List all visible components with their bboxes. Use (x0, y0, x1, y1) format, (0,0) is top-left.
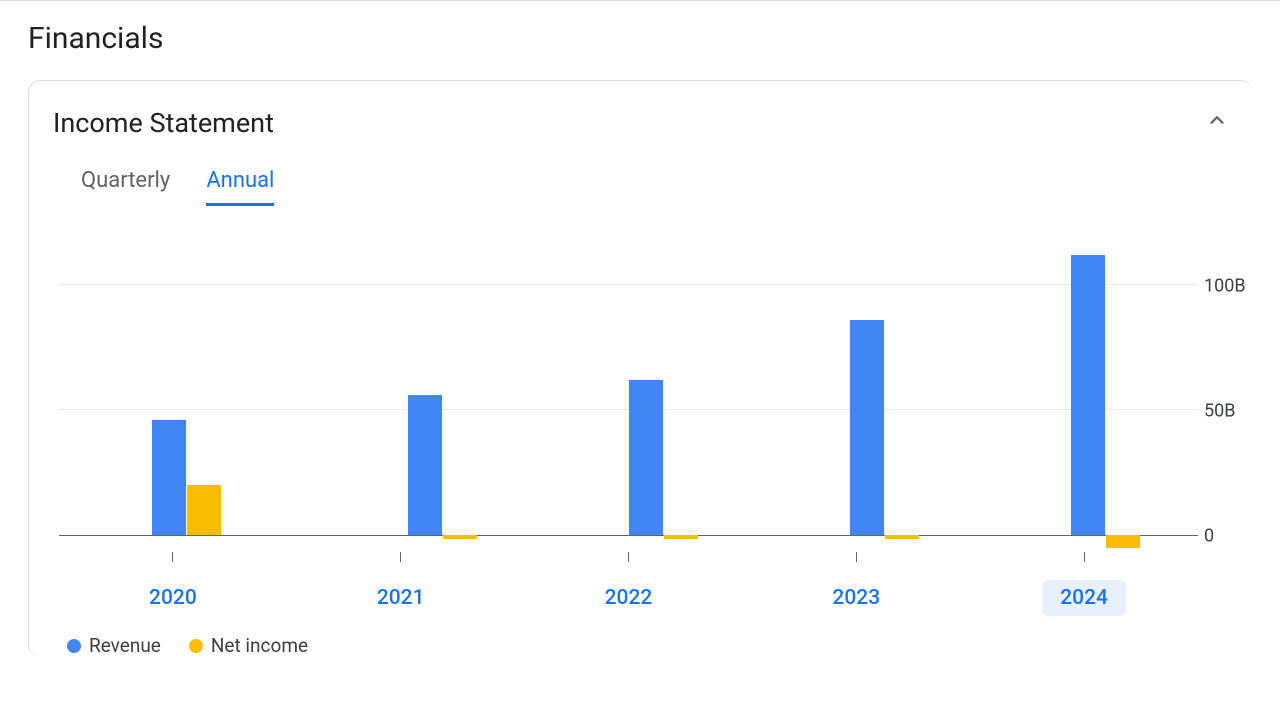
y-axis-label: 50B (1204, 401, 1235, 422)
bar-group (629, 236, 663, 535)
page-title: Financials (28, 21, 1252, 56)
x-tick (400, 552, 401, 562)
bar-revenue[interactable] (152, 420, 186, 535)
bar-net_income[interactable] (664, 535, 698, 539)
x-tick (1084, 552, 1085, 562)
bar-revenue[interactable] (1071, 255, 1105, 535)
year-label[interactable]: 2022 (587, 580, 671, 616)
legend-item: Revenue (67, 634, 161, 657)
bars-row (59, 236, 1198, 535)
income-statement-card: Income Statement Quarterly Annual 0 50B 10… (28, 80, 1252, 657)
y-axis-label: 0 (1204, 526, 1214, 547)
bar-revenue[interactable] (408, 395, 442, 535)
year-label[interactable]: 2021 (359, 580, 443, 616)
x-tick (856, 552, 857, 562)
y-axis-label: 100B (1204, 276, 1246, 297)
legend-label: Net income (211, 634, 308, 657)
bar-group (1071, 236, 1105, 535)
bar-net_income[interactable] (1106, 535, 1140, 548)
tab-quarterly[interactable]: Quarterly (81, 168, 170, 206)
x-tick (172, 552, 173, 562)
legend-item: Net income (189, 634, 308, 657)
chart-x-labels: 2020 2021 2022 2023 2024 (59, 580, 1198, 616)
bar-group (850, 236, 884, 535)
bar-revenue[interactable] (850, 320, 884, 535)
x-tick (628, 552, 629, 562)
year-label[interactable]: 2023 (814, 580, 898, 616)
chart-plot-area (59, 236, 1198, 536)
chart-legend: Revenue Net income (67, 634, 1248, 657)
period-tabs: Quarterly Annual (53, 168, 1248, 206)
bar-revenue[interactable] (629, 380, 663, 535)
bar-net_income[interactable] (885, 535, 919, 539)
year-label[interactable]: 2024 (1042, 580, 1126, 616)
income-chart: 050B100B (53, 236, 1248, 536)
card-title: Income Statement (53, 107, 274, 139)
legend-dot-icon (67, 639, 81, 653)
bar-net_income[interactable] (187, 485, 221, 535)
chevron-up-icon[interactable] (1202, 105, 1232, 140)
legend-label: Revenue (89, 634, 161, 657)
year-label[interactable]: 2020 (131, 580, 215, 616)
tab-annual[interactable]: Annual (206, 168, 274, 206)
chart-x-ticks (59, 536, 1198, 550)
legend-dot-icon (189, 639, 203, 653)
bar-group (408, 236, 442, 535)
bar-group (152, 236, 221, 535)
bar-net_income[interactable] (443, 535, 477, 539)
chart-y-axis: 050B100B (1198, 236, 1248, 536)
